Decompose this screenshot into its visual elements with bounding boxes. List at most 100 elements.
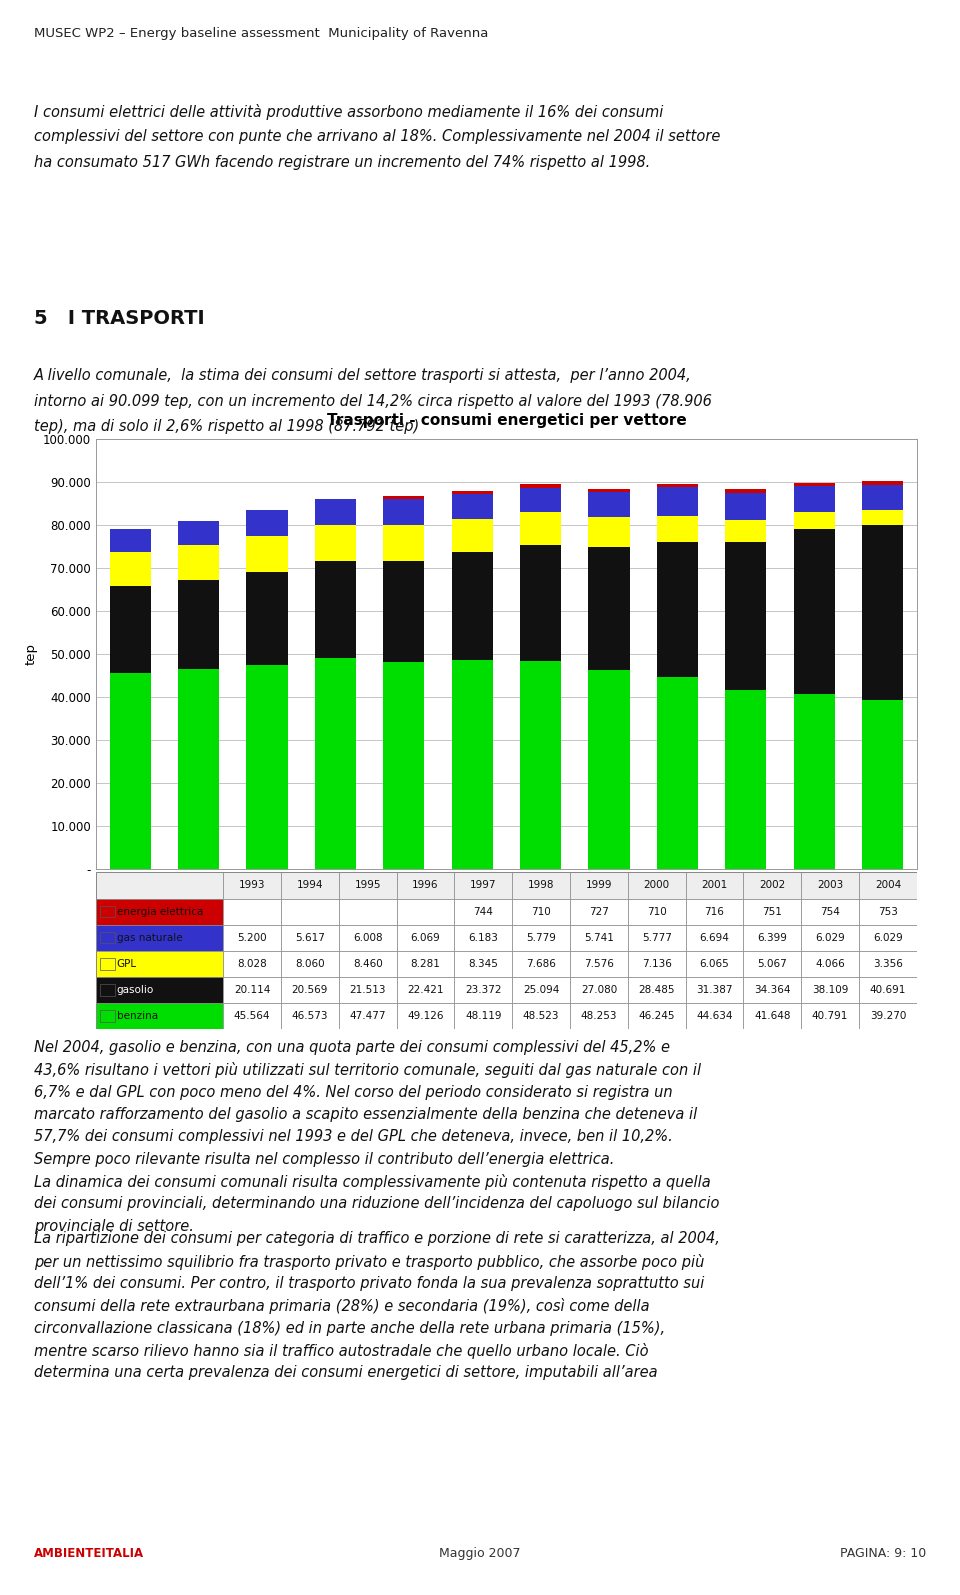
Text: 47.477: 47.477	[349, 1011, 386, 1021]
Text: benzina: benzina	[116, 1011, 157, 1021]
Bar	[247, 573, 287, 665]
Text: Sempre poco rilevante risulta nel complesso il contributo dell’energia elettrica: Sempre poco rilevante risulta nel comple…	[34, 1152, 614, 1166]
Text: 6.399: 6.399	[757, 933, 787, 943]
Text: gas naturale: gas naturale	[116, 933, 182, 943]
Bar	[396, 951, 454, 976]
Text: 34.364: 34.364	[754, 984, 790, 995]
Bar	[743, 925, 802, 951]
Bar	[859, 976, 917, 1003]
Bar	[339, 951, 396, 976]
Text: 45.564: 45.564	[234, 1011, 271, 1021]
Bar	[315, 657, 356, 869]
Bar	[396, 1003, 454, 1029]
Bar	[685, 1003, 743, 1029]
Text: 727: 727	[589, 906, 609, 917]
Text: 49.126: 49.126	[407, 1011, 444, 1021]
Bar	[588, 488, 630, 491]
Bar	[109, 530, 151, 552]
Bar	[224, 1003, 281, 1029]
Bar	[859, 925, 917, 951]
Bar	[339, 1003, 396, 1029]
Text: 46.573: 46.573	[292, 1011, 328, 1021]
Bar	[628, 1003, 685, 1029]
Bar	[454, 976, 513, 1003]
Text: intorno ai 90.099 tep, con un incremento del 14,2% circa rispetto al valore del : intorno ai 90.099 tep, con un incremento…	[34, 394, 711, 408]
Bar	[451, 494, 492, 518]
Bar	[726, 520, 766, 542]
Text: 48.523: 48.523	[523, 1011, 560, 1021]
Bar	[743, 898, 802, 925]
Bar	[451, 552, 492, 660]
Text: 2004: 2004	[875, 880, 901, 890]
Text: 20.114: 20.114	[234, 984, 271, 995]
Bar	[657, 483, 698, 486]
Text: 5.779: 5.779	[526, 933, 556, 943]
Bar	[628, 925, 685, 951]
Bar	[628, 898, 685, 925]
Bar	[794, 486, 834, 512]
Bar	[726, 542, 766, 691]
Text: 6.069: 6.069	[411, 933, 441, 943]
Text: 23.372: 23.372	[465, 984, 501, 995]
Bar	[247, 665, 287, 869]
Text: 27.080: 27.080	[581, 984, 617, 995]
Bar	[513, 976, 570, 1003]
Text: 48.119: 48.119	[465, 1011, 501, 1021]
Bar	[743, 976, 802, 1003]
Bar	[802, 1003, 859, 1029]
Text: 5.617: 5.617	[295, 933, 324, 943]
Bar	[657, 486, 698, 515]
Text: 2002: 2002	[759, 880, 785, 890]
Bar	[859, 1003, 917, 1029]
Bar	[570, 925, 628, 951]
Bar	[862, 485, 903, 510]
Text: 1996: 1996	[412, 880, 439, 890]
Bar	[383, 525, 424, 561]
Bar	[224, 925, 281, 951]
Text: ha consumato 517 GWh facendo registrare un incremento del 74% rispetto al 1998.: ha consumato 517 GWh facendo registrare …	[34, 155, 650, 169]
Bar	[743, 872, 802, 898]
Bar	[315, 499, 356, 525]
Bar	[247, 536, 287, 573]
Bar	[100, 984, 115, 995]
Text: 28.485: 28.485	[638, 984, 675, 995]
Bar	[802, 925, 859, 951]
Text: 7.686: 7.686	[526, 959, 556, 968]
Bar	[224, 898, 281, 925]
Bar	[339, 976, 396, 1003]
Bar	[247, 510, 287, 536]
Text: 3.356: 3.356	[873, 959, 902, 968]
Bar	[224, 976, 281, 1003]
Text: mentre scarso rilievo hanno sia il traffico autostradale che quello urbano local: mentre scarso rilievo hanno sia il traff…	[34, 1343, 648, 1359]
Text: Maggio 2007: Maggio 2007	[440, 1547, 520, 1560]
Text: marcato rafforzamento del gasolio a scapito essenzialmente della benzina che det: marcato rafforzamento del gasolio a scap…	[34, 1107, 697, 1121]
Text: 2003: 2003	[817, 880, 843, 890]
Bar	[454, 898, 513, 925]
Bar	[520, 662, 561, 869]
Text: 21.513: 21.513	[349, 984, 386, 995]
Bar	[224, 872, 281, 898]
Bar	[396, 898, 454, 925]
Text: 5.777: 5.777	[642, 933, 672, 943]
Text: 1994: 1994	[297, 880, 324, 890]
Bar	[802, 872, 859, 898]
Bar	[96, 951, 224, 976]
Bar	[454, 1003, 513, 1029]
Bar	[315, 525, 356, 561]
Text: 6.694: 6.694	[700, 933, 730, 943]
Bar	[96, 872, 224, 898]
Bar	[454, 925, 513, 951]
Bar	[794, 483, 834, 486]
Bar	[628, 951, 685, 976]
Bar	[794, 694, 834, 869]
Text: provinciale di settore.: provinciale di settore.	[34, 1219, 194, 1233]
Text: 8.060: 8.060	[295, 959, 324, 968]
Bar	[454, 872, 513, 898]
Bar	[339, 898, 396, 925]
Bar	[451, 660, 492, 869]
Text: dell’1% dei consumi. Per contro, il trasporto privato fonda la sua prevalenza so: dell’1% dei consumi. Per contro, il tras…	[34, 1276, 704, 1290]
Bar	[281, 976, 339, 1003]
Bar	[383, 499, 424, 525]
Text: 2001: 2001	[702, 880, 728, 890]
Text: 1999: 1999	[586, 880, 612, 890]
